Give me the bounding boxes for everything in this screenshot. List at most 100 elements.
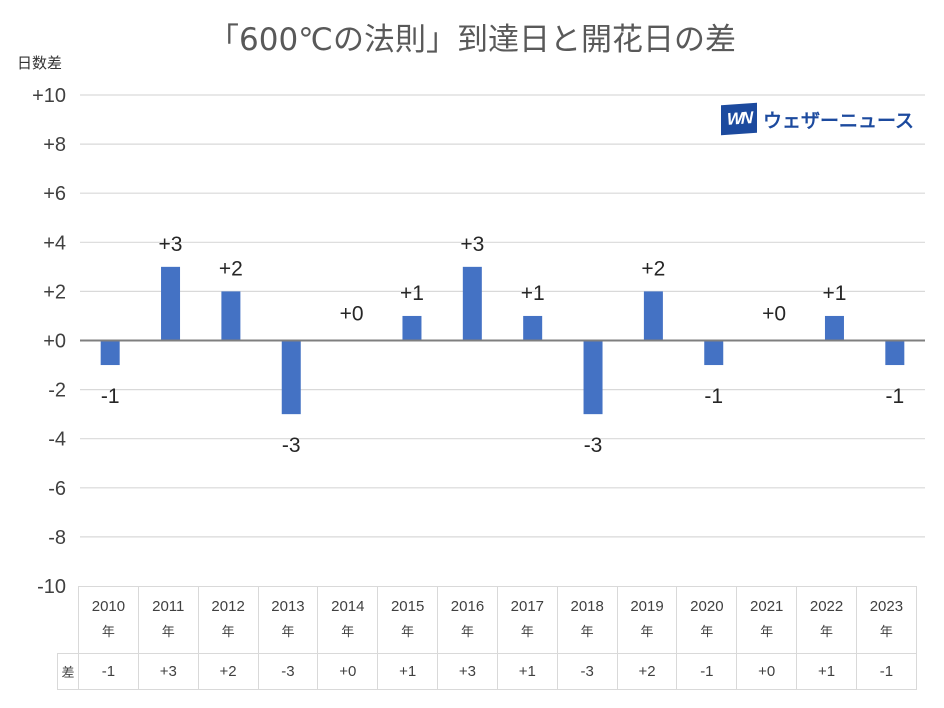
y-tick-label: +4 [43, 232, 66, 254]
difference-cell: +3 [137, 653, 199, 690]
bar-2016 [462, 266, 482, 341]
y-axis-ticks: +10+8+6+4+2+0-2-4-6-8-10 [32, 85, 66, 598]
table-corner [57, 586, 79, 654]
data-label: -3 [584, 434, 603, 457]
year-cell: 2022 年 [796, 586, 857, 654]
year-cell: 2013 年 [257, 586, 319, 654]
year-suffix: 年 [820, 625, 834, 640]
bar-2013 [281, 340, 301, 415]
year-suffix: 年 [879, 625, 893, 640]
year-suffix: 年 [161, 625, 175, 640]
difference-row: 差 -1 +3 +2 -3 +0 +1 +3 +1 -3 +2 -1 +0 +1 -1 [57, 653, 917, 690]
year-cell: 2019 年 [616, 586, 678, 654]
difference-cell: +1 [377, 653, 439, 690]
y-tick-label: +8 [43, 134, 66, 156]
year-suffix: 年 [760, 625, 774, 640]
difference-cell: +0 [736, 653, 798, 690]
difference-cell: +1 [496, 653, 558, 690]
y-tick-label: -4 [48, 429, 66, 451]
difference-cell: -3 [257, 653, 319, 690]
year-number: 2011 [152, 598, 185, 615]
bars [100, 266, 905, 415]
year-number: 2023 [869, 598, 904, 615]
difference-cell: -3 [556, 653, 618, 690]
year-cell: 2010 年 [78, 586, 139, 654]
data-label: -1 [704, 385, 723, 408]
data-table: 2010 年 2011 年 2012 年 2013 年 2014 年 2015 年 2016 年 2017 年… [57, 586, 917, 690]
year-number: 2014 [331, 598, 365, 615]
year-number: 2015 [390, 598, 425, 615]
difference-cell: -1 [676, 653, 738, 690]
year-cell: 2023 年 [855, 586, 917, 654]
year-suffix: 年 [341, 625, 355, 640]
difference-cell: -1 [855, 653, 917, 690]
logo-text: ウェザーニュース [763, 109, 915, 132]
year-suffix: 年 [221, 625, 235, 640]
year-header-row: 2010 年 2011 年 2012 年 2013 年 2014 年 2015 年 2016 年 2017 年… [57, 586, 917, 654]
weathernews-logo: WN ウェザーニュース [721, 102, 915, 136]
y-tick-label: -8 [48, 527, 66, 549]
gridlines [80, 94, 925, 538]
year-number: 2017 [510, 598, 545, 615]
bar-2015 [402, 315, 422, 341]
year-suffix: 年 [700, 625, 714, 640]
year-cell: 2021 年 [736, 586, 798, 654]
year-number: 2016 [450, 598, 485, 615]
year-suffix: 年 [281, 625, 295, 640]
year-cell: 2017 年 [496, 586, 558, 654]
data-label: -3 [282, 434, 301, 457]
row-label: 差 [57, 653, 79, 690]
y-axis-label: 日数差 [17, 54, 63, 72]
bar-2018 [583, 340, 603, 415]
logo-mark: WN [721, 102, 757, 136]
year-cell: 2018 年 [556, 586, 618, 654]
data-label: +1 [400, 282, 424, 305]
data-labels: -1 +3 +2 -3 +0 +1 +3 +1 -3 +2 -1 +0 +1 -1 [101, 233, 904, 457]
year-cell: 2015 年 [377, 586, 439, 654]
difference-cell: +2 [616, 653, 678, 690]
bar-2012 [221, 291, 241, 341]
bar-2022 [824, 315, 844, 341]
year-cell: 2020 年 [676, 586, 738, 654]
data-label: +3 [460, 233, 484, 256]
year-cell: 2016 年 [437, 586, 498, 654]
year-number: 2010 [91, 598, 126, 615]
year-number: 2019 [630, 598, 664, 615]
year-number: 2018 [570, 598, 604, 615]
difference-cell: +2 [197, 653, 259, 690]
year-suffix: 年 [101, 625, 115, 640]
year-suffix: 年 [580, 625, 594, 640]
y-tick-label: -6 [48, 478, 66, 500]
difference-cell: +0 [317, 653, 379, 690]
year-number: 2021 [750, 598, 784, 615]
y-tick-label: +10 [32, 85, 66, 107]
data-label: -1 [885, 385, 904, 408]
y-tick-label: +2 [43, 281, 66, 303]
year-number: 2020 [690, 598, 724, 615]
year-suffix: 年 [520, 625, 534, 640]
year-cell: 2014 年 [317, 586, 379, 654]
bar-2010 [100, 340, 120, 366]
bar-2019 [643, 291, 663, 341]
data-label: +2 [641, 257, 665, 280]
year-number: 2022 [809, 598, 844, 615]
year-cell: 2012 年 [197, 586, 259, 654]
year-suffix: 年 [401, 625, 415, 640]
data-label: +2 [219, 257, 243, 280]
year-number: 2012 [211, 598, 245, 615]
difference-cell: -1 [78, 653, 139, 690]
data-label: +3 [159, 233, 183, 256]
y-tick-label: +6 [43, 183, 66, 205]
chart-title: 「600℃の法則」到達日と開花日の差 [208, 22, 736, 58]
data-label: +1 [521, 282, 545, 305]
data-label: +0 [762, 303, 786, 326]
y-tick-label: +0 [43, 331, 66, 353]
bar-2017 [523, 315, 543, 341]
year-number: 2013 [271, 598, 305, 615]
year-suffix: 年 [640, 625, 654, 640]
data-label: -1 [101, 385, 120, 408]
y-tick-label: -2 [48, 380, 66, 402]
difference-cell: +3 [437, 653, 498, 690]
bar-2023 [885, 340, 905, 366]
